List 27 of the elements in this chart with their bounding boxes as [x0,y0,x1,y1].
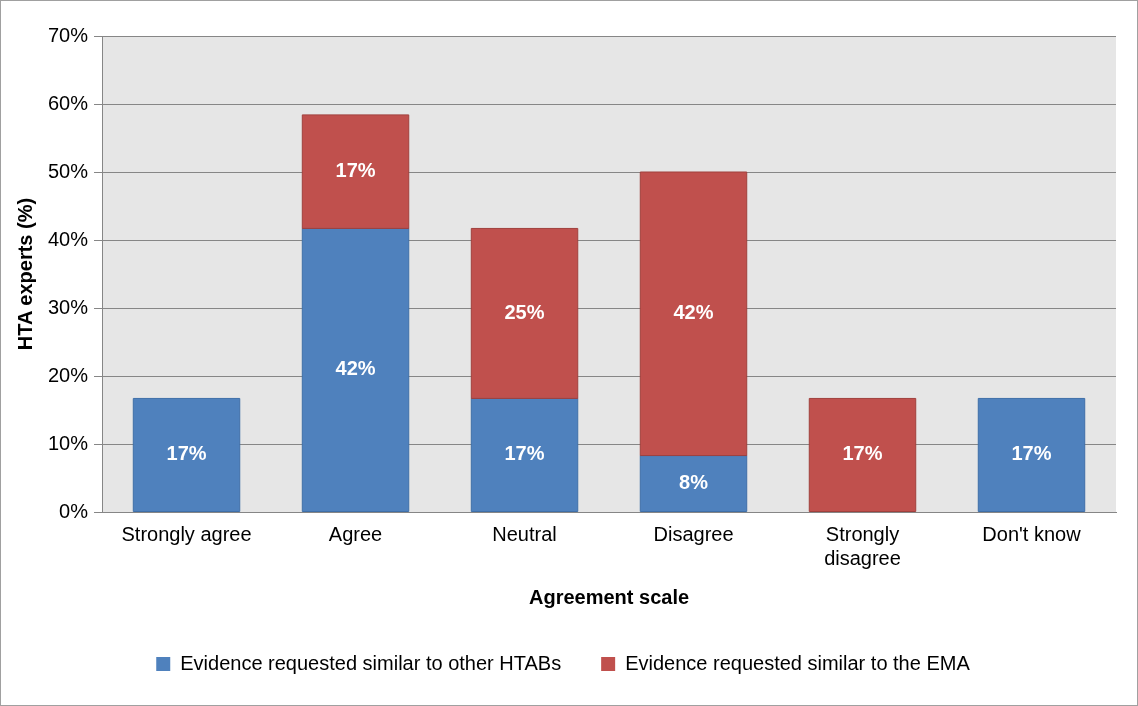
data-label: 17% [504,442,545,465]
x-tick-label: Strongly agree [121,522,252,545]
y-tick-label: 30% [48,295,89,318]
x-tick-label: Don't know [982,522,1082,545]
x-axis-title: Agreement scale [528,585,690,608]
y-tick-label: 10% [48,431,89,454]
x-tick-label: Neutral [492,522,557,545]
y-axis-title: HTA experts (%) [13,197,36,351]
legend-label: Evidence requested similar to other HTABs [180,651,562,674]
y-tick-label: 50% [48,159,89,182]
data-label: 17% [842,442,883,465]
data-label: 17% [1011,442,1052,465]
data-label: 17% [166,442,207,465]
x-tick-label: Disagree [653,522,734,545]
y-tick-label: 40% [48,227,89,250]
data-label: 8% [679,471,709,494]
data-label: 42% [335,357,376,380]
y-tick-label: 60% [48,91,89,114]
data-label: 17% [335,159,376,182]
y-tick-label: 70% [48,23,89,46]
y-tick-label: 20% [48,363,89,386]
legend-label: Evidence requested similar to the EMA [625,651,971,674]
data-label: 42% [673,301,714,324]
data-label: 25% [504,300,545,323]
x-tick-label: Strongly disagree [824,522,901,569]
y-tick-label: 0% [59,499,89,522]
x-tick-label: Agree [328,522,383,545]
